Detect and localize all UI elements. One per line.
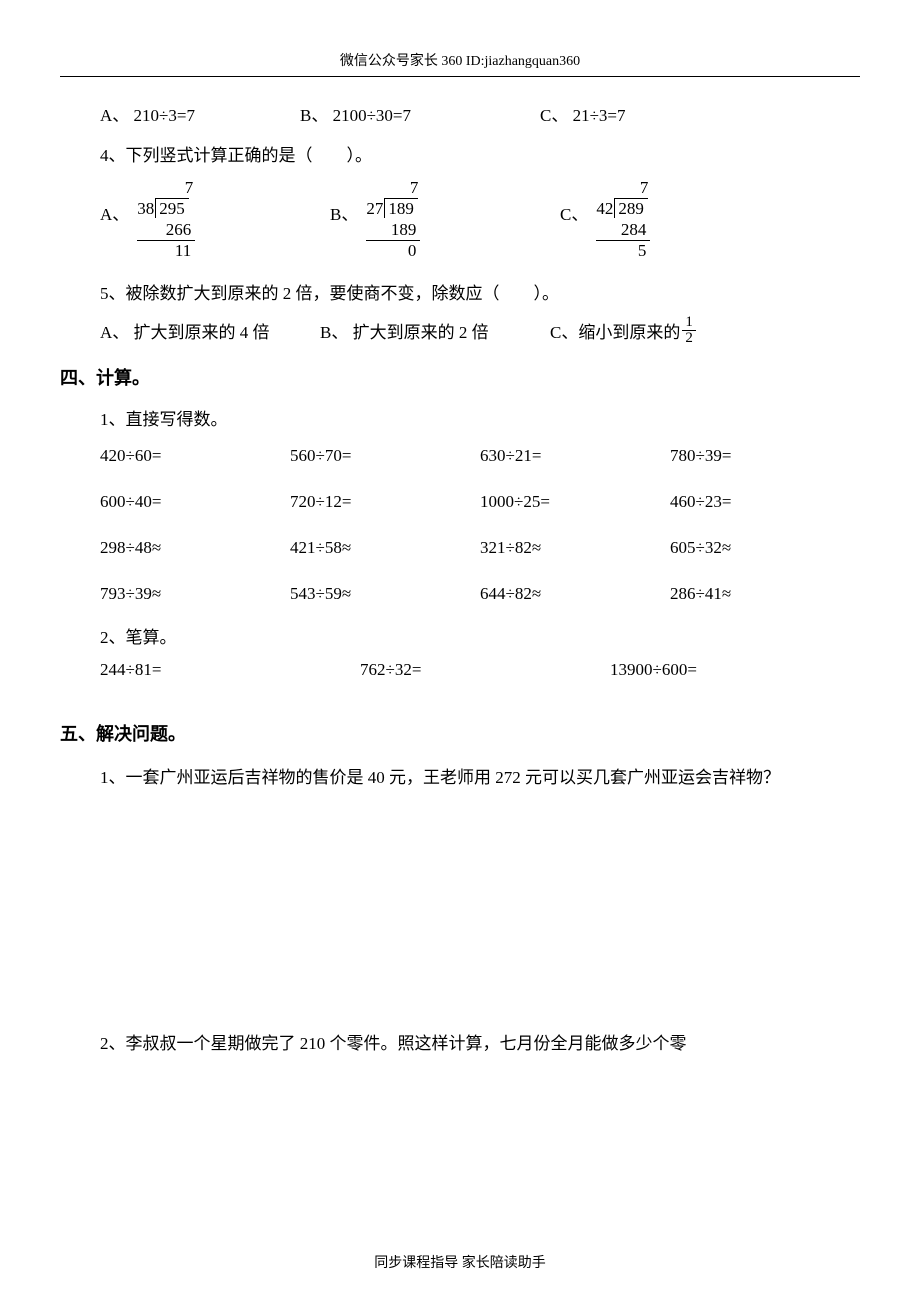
fraction-denominator: 2 xyxy=(682,331,696,346)
section4-sub2: 2、笔算。 xyxy=(60,622,860,654)
ld-divisor: 38 xyxy=(137,199,156,219)
section5-title: 五、解决问题。 xyxy=(60,720,860,746)
option-label: C、 xyxy=(540,106,568,125)
ld-quotient: 7 xyxy=(137,178,195,198)
q4-option-a: A、 7 38 295 266 11 xyxy=(100,178,330,260)
calc-cell: 286÷41≈ xyxy=(670,584,860,604)
ld-remainder: 5 xyxy=(596,241,650,261)
calc-cell: 420÷60= xyxy=(100,446,290,466)
q4-option-b: B、 7 27 189 189 0 xyxy=(330,178,560,260)
calc-cell: 421÷58≈ xyxy=(290,538,480,558)
section4-title: 四、计算。 xyxy=(60,364,860,390)
calc-cell: 543÷59≈ xyxy=(290,584,480,604)
q3-option-b: B、 2100÷30=7 xyxy=(300,101,540,126)
ld-divisor: 42 xyxy=(596,199,615,219)
option-label: B、 xyxy=(300,106,328,125)
calc-cell: 720÷12= xyxy=(290,492,480,512)
ld-quotient: 7 xyxy=(366,178,420,198)
paragraph-text: 2、李叔叔一个星期做完了 210 个零件。照这样计算，七月份全月能做多少个零 xyxy=(100,1034,687,1053)
q5-option-b: B、 扩大到原来的 2 倍 xyxy=(320,318,550,343)
mental-calc-grid: 420÷60= 560÷70= 630÷21= 780÷39= 600÷40= … xyxy=(60,446,860,604)
option-label: A、 xyxy=(100,106,129,125)
option-label: A、 xyxy=(100,323,129,342)
calc-cell: 460÷23= xyxy=(670,492,860,512)
option-label: B、 xyxy=(320,323,348,342)
option-text: 210÷3=7 xyxy=(134,106,195,125)
written-calc-row: 244÷81= 762÷32= 13900÷600= xyxy=(60,660,860,680)
ld-divisor: 27 xyxy=(366,199,385,219)
option-label: C、 xyxy=(560,178,588,225)
calc-cell: 600÷40= xyxy=(100,492,290,512)
ld-dividend: 189 xyxy=(384,198,418,219)
option-text: 扩大到原来的 2 倍 xyxy=(353,323,489,342)
long-division: 7 42 289 284 5 xyxy=(596,178,650,260)
option-text: 缩小到原来的 xyxy=(578,318,680,343)
paragraph-text: 1、一套广州亚运后吉祥物的售价是 40 元，王老师用 272 元可以买几套广州亚… xyxy=(100,768,780,787)
page: 微信公众号家长 360 ID:jiazhangquan360 A、 210÷3=… xyxy=(0,0,920,1302)
calc-cell: 244÷81= xyxy=(100,660,360,680)
calc-cell: 762÷32= xyxy=(360,660,610,680)
q5-option-c: C、 缩小到原来的 1 2 xyxy=(550,315,790,346)
q5-option-a: A、 扩大到原来的 4 倍 xyxy=(100,318,320,343)
q3-option-a: A、 210÷3=7 xyxy=(100,101,300,126)
calc-cell: 321÷82≈ xyxy=(480,538,670,558)
ld-sub: 189 xyxy=(366,220,420,241)
ld-dividend: 295 xyxy=(155,198,189,219)
calc-cell: 1000÷25= xyxy=(480,492,670,512)
long-division: 7 27 189 189 0 xyxy=(366,178,420,260)
q4-stem: 4、下列竖式计算正确的是（ ）。 xyxy=(60,140,860,172)
calc-cell: 13900÷600= xyxy=(610,660,830,680)
option-text: 2100÷30=7 xyxy=(333,106,411,125)
fraction: 1 2 xyxy=(682,315,696,346)
option-text: 扩大到原来的 4 倍 xyxy=(134,323,270,342)
option-label: A、 xyxy=(100,178,129,225)
blank-space xyxy=(60,796,860,1026)
option-label: C、 xyxy=(550,318,578,343)
fraction-numerator: 1 xyxy=(682,315,696,331)
page-header: 微信公众号家长 360 ID:jiazhangquan360 xyxy=(60,50,860,77)
q4-option-c: C、 7 42 289 284 5 xyxy=(560,178,780,260)
q3-options: A、 210÷3=7 B、 2100÷30=7 C、 21÷3=7 xyxy=(60,101,860,126)
ld-remainder: 0 xyxy=(366,241,420,261)
ld-remainder: 11 xyxy=(137,241,195,261)
q4-options: A、 7 38 295 266 11 B、 7 27 xyxy=(60,178,860,260)
calc-cell: 780÷39= xyxy=(670,446,860,466)
q5-options: A、 扩大到原来的 4 倍 B、 扩大到原来的 2 倍 C、 缩小到原来的 1 … xyxy=(60,315,860,346)
ld-quotient: 7 xyxy=(596,178,650,198)
ld-dividend: 289 xyxy=(614,198,648,219)
q5-stem: 5、被除数扩大到原来的 2 倍，要使商不变，除数应（ ）。 xyxy=(60,278,860,310)
section5-p1: 1、一套广州亚运后吉祥物的售价是 40 元，王老师用 272 元可以买几套广州亚… xyxy=(60,760,860,796)
calc-cell: 298÷48≈ xyxy=(100,538,290,558)
calc-cell: 605÷32≈ xyxy=(670,538,860,558)
option-text: 21÷3=7 xyxy=(573,106,626,125)
section4-sub1: 1、直接写得数。 xyxy=(60,404,860,436)
calc-cell: 793÷39≈ xyxy=(100,584,290,604)
option-label: B、 xyxy=(330,178,358,225)
ld-sub: 284 xyxy=(596,220,650,241)
calc-cell: 560÷70= xyxy=(290,446,480,466)
section5-p2: 2、李叔叔一个星期做完了 210 个零件。照这样计算，七月份全月能做多少个零 xyxy=(60,1026,860,1062)
q3-option-c: C、 21÷3=7 xyxy=(540,101,740,126)
calc-cell: 644÷82≈ xyxy=(480,584,670,604)
ld-sub: 266 xyxy=(137,220,195,241)
long-division: 7 38 295 266 11 xyxy=(137,178,195,260)
calc-cell: 630÷21= xyxy=(480,446,670,466)
page-footer: 同步课程指导 家长陪读助手 xyxy=(0,1252,920,1272)
